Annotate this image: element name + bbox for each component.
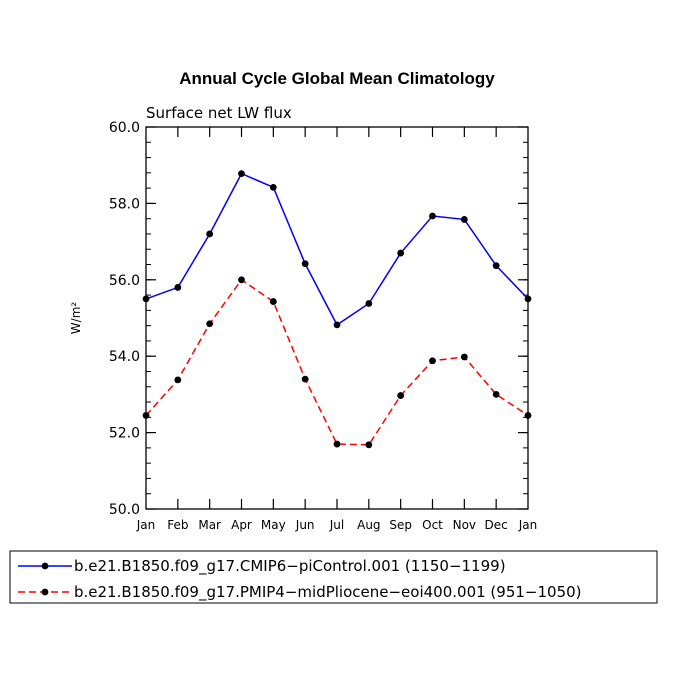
data-point <box>174 376 182 384</box>
y-axis: 50.0 52.0 54.0 56.0 58.0 60.0 <box>109 120 528 518</box>
chart-subtitle: Surface net LW flux <box>146 104 292 122</box>
data-point <box>429 357 436 365</box>
chart-title: Annual Cycle Global Mean Climatology <box>179 69 495 88</box>
data-point <box>460 216 468 223</box>
y-tick-label: 54.0 <box>109 349 140 365</box>
x-tick-label: Mar <box>198 518 221 532</box>
data-point <box>397 249 405 257</box>
data-point <box>365 441 373 449</box>
data-point <box>524 412 532 419</box>
data-point <box>238 170 245 178</box>
x-axis: Jan Feb Mar Apr May Jun Jul Aug Sep Oct Nov Dec Jan <box>136 127 538 532</box>
y-tick-label: 50.0 <box>109 502 140 518</box>
legend-label: b.e21.B1850.f09_g17.CMIP6−piControl.001 … <box>74 557 506 576</box>
series-layer <box>142 170 532 449</box>
y-tick-label: 60.0 <box>109 120 140 136</box>
x-tick-label: Feb <box>167 518 188 532</box>
data-point <box>142 295 150 303</box>
legend-marker <box>41 588 49 596</box>
y-axis-label: W/m² <box>69 302 83 335</box>
data-point <box>301 260 309 268</box>
data-point <box>206 320 214 328</box>
data-point <box>333 321 341 329</box>
y-tick-label: 56.0 <box>109 273 140 289</box>
x-tick-label: Nov <box>453 518 476 532</box>
data-point <box>301 375 309 383</box>
x-tick-label: Dec <box>485 518 508 532</box>
data-point <box>206 230 214 238</box>
legend-box <box>9 550 658 604</box>
data-point <box>397 392 405 399</box>
data-point <box>524 295 532 303</box>
y-tick-label: 52.0 <box>109 426 140 442</box>
x-tick-label: Apr <box>231 518 252 532</box>
data-point <box>174 284 182 291</box>
x-tick-label: Jul <box>329 518 344 532</box>
x-tick-label: Jun <box>295 518 315 532</box>
x-tick-label: Jan <box>136 518 156 532</box>
legend-label: b.e21.B1850.f09_g17.PMIP4−midPliocene−eo… <box>74 583 582 602</box>
data-point <box>333 440 341 448</box>
series-2 <box>142 276 532 449</box>
data-point <box>142 412 150 419</box>
x-tick-label: May <box>261 518 286 532</box>
x-tick-label: Aug <box>357 518 380 532</box>
y-tick-label: 58.0 <box>109 196 140 212</box>
data-point <box>492 262 500 270</box>
plot-frame <box>145 126 529 510</box>
series-line <box>145 278 529 446</box>
x-tick-label: Sep <box>389 518 412 532</box>
legend-marker <box>41 562 49 570</box>
data-point <box>269 183 277 191</box>
legend: b.e21.B1850.f09_g17.CMIP6−piControl.001 … <box>9 550 658 604</box>
x-tick-label: Oct <box>422 518 443 532</box>
series-1 <box>142 170 532 329</box>
series-line <box>145 172 529 326</box>
data-point <box>460 353 468 361</box>
data-point <box>238 276 245 284</box>
data-point <box>429 212 436 220</box>
x-tick-label: Jan <box>518 518 538 532</box>
data-point <box>365 300 373 307</box>
data-point <box>269 298 277 305</box>
data-point <box>492 391 500 398</box>
